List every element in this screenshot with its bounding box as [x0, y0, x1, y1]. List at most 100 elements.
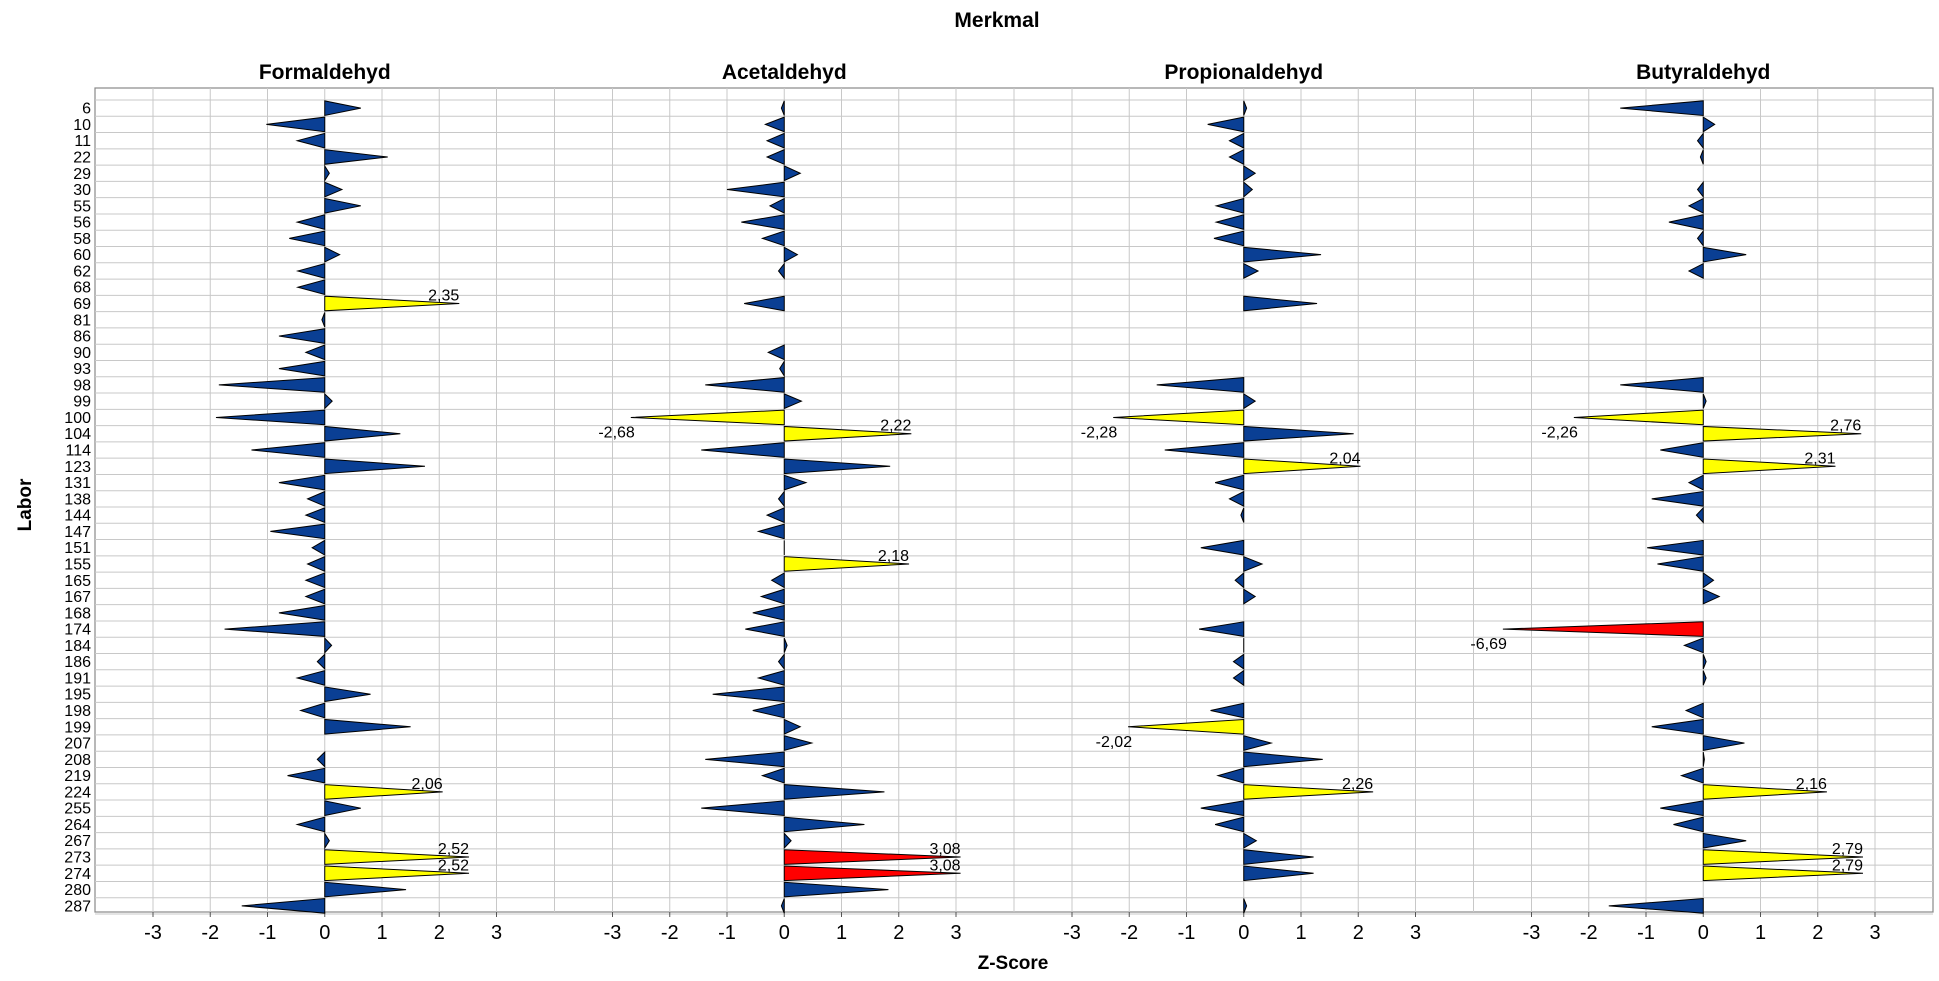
data-label: 2,18	[878, 548, 909, 565]
zscore-mark-formaldehyd-165	[304, 572, 326, 589]
zscore-mark-formaldehyd-267	[324, 831, 330, 850]
zscore-mark-butyraldehyd-98	[1620, 377, 1704, 393]
zscore-mark-acetaldehyd-195	[712, 686, 785, 703]
zscore-mark-formaldehyd-274	[324, 865, 470, 882]
zscore-mark-acetaldehyd-90	[767, 344, 785, 361]
y-tick-label-58: 58	[73, 231, 91, 248]
zscore-mark-butyraldehyd-144	[1695, 506, 1704, 524]
zscore-mark-butyraldehyd-22	[1699, 149, 1704, 165]
y-tick-label-62: 62	[73, 263, 91, 280]
data-label: 2,79	[1832, 841, 1863, 858]
zscore-mark-formaldehyd-29	[324, 164, 330, 183]
zscore-mark-butyraldehyd-199	[1651, 718, 1704, 735]
x-tick-label: 3	[950, 922, 961, 944]
data-label: 2,04	[1329, 450, 1360, 467]
zscore-mark-butyraldehyd-155	[1657, 556, 1704, 572]
zscore-mark-butyraldehyd-114	[1660, 442, 1704, 458]
zscore-mark-acetaldehyd-174	[745, 621, 785, 638]
y-tick-label-114: 114	[65, 443, 91, 460]
zscore-mark-formaldehyd-123	[324, 458, 425, 475]
y-tick-label-30: 30	[73, 182, 91, 199]
x-tick-label: 1	[836, 922, 847, 944]
zscore-mark-formaldehyd-144	[304, 507, 326, 524]
data-label: 2,79	[1832, 857, 1863, 874]
y-tick-label-264: 264	[64, 817, 91, 834]
zscore-mark-formaldehyd-58	[289, 230, 326, 247]
x-tick-label: -3	[1523, 922, 1541, 944]
zscore-mark-butyraldehyd-165	[1702, 571, 1715, 589]
y-tick-label-81: 81	[73, 312, 91, 329]
x-tick-label: 2	[434, 922, 445, 944]
data-label: 2,76	[1830, 418, 1861, 435]
y-tick-label-55: 55	[73, 198, 91, 215]
y-tick-label-147: 147	[64, 524, 91, 541]
zscore-mark-butyraldehyd-6	[1620, 100, 1704, 116]
zscore-mark-propionaldehyd-267	[1243, 832, 1258, 849]
zscore-mark-formaldehyd-22	[324, 149, 388, 165]
x-tick-label: 1	[376, 922, 387, 944]
zscore-mark-acetaldehyd-273	[783, 849, 961, 865]
zscore-mark-butyraldehyd-10	[1702, 116, 1716, 133]
zscore-mark-acetaldehyd-104	[783, 425, 912, 442]
zscore-mark-formaldehyd-199	[324, 718, 411, 735]
data-label: -2,28	[1081, 424, 1118, 441]
zscore-mark-acetaldehyd-138	[777, 490, 785, 508]
zscore-mark-butyraldehyd-287	[1608, 898, 1704, 914]
y-axis-label: Labor	[15, 478, 36, 531]
data-label: -2,26	[1541, 424, 1578, 441]
zscore-mark-butyraldehyd-208	[1702, 751, 1705, 767]
zscore-mark-formaldehyd-198	[298, 702, 326, 719]
zscore-mark-formaldehyd-168	[278, 604, 326, 621]
zscore-mark-acetaldehyd-267	[783, 832, 792, 850]
data-label: 2,35	[428, 288, 459, 305]
zscore-mark-formaldehyd-195	[324, 686, 371, 703]
zscore-mark-acetaldehyd-208	[705, 751, 785, 768]
y-tick-label-11: 11	[74, 133, 91, 150]
zscore-mark-acetaldehyd-224	[783, 784, 885, 800]
y-tick-label-69: 69	[73, 296, 91, 313]
zscore-mark-propionaldehyd-287	[1243, 898, 1248, 914]
zscore-mark-butyraldehyd-267	[1702, 832, 1747, 849]
zscore-mark-acetaldehyd-22	[765, 148, 785, 166]
zscore-mark-propionaldehyd-167	[1243, 588, 1257, 605]
zscore-mark-butyraldehyd-219	[1679, 767, 1704, 784]
zscore-mark-formaldehyd-93	[278, 360, 326, 377]
x-tick-label: -1	[259, 922, 277, 944]
zscore-mark-formaldehyd-6	[324, 100, 361, 117]
y-tick-label-207: 207	[64, 736, 91, 753]
zscore-mark-acetaldehyd-199	[783, 718, 802, 735]
y-tick-label-98: 98	[73, 377, 91, 394]
zscore-mark-formaldehyd-151	[311, 539, 326, 556]
zscore-mark-propionaldehyd-11	[1228, 132, 1245, 149]
panel-title-acetaldehyd: Acetaldehyd	[722, 61, 847, 84]
y-tick-label-191: 191	[64, 670, 91, 687]
plot-area: 6101122293055565860626869818690939899100…	[64, 61, 1934, 944]
zscore-mark-formaldehyd-287	[241, 898, 326, 914]
y-tick-label-56: 56	[73, 215, 91, 232]
data-label: 2,22	[880, 418, 911, 435]
zscore-mark-formaldehyd-99	[324, 392, 333, 410]
zscore-mark-butyraldehyd-56	[1668, 214, 1704, 231]
zscore-mark-propionaldehyd-131	[1215, 474, 1245, 491]
zscore-mark-formaldehyd-280	[324, 881, 407, 898]
zscore-mark-propionaldehyd-191	[1232, 669, 1245, 687]
zscore-mark-propionaldehyd-198	[1210, 702, 1245, 719]
zscore-mark-formaldehyd-100	[215, 409, 326, 426]
zscore-mark-formaldehyd-273	[324, 849, 470, 865]
zscore-mark-formaldehyd-60	[324, 246, 341, 263]
zscore-mark-butyraldehyd-273	[1702, 849, 1864, 865]
zscore-mark-acetaldehyd-62	[777, 262, 785, 280]
data-label: 2,16	[1796, 776, 1827, 793]
y-tick-label-6: 6	[82, 101, 91, 118]
zscore-mark-formaldehyd-81	[321, 312, 326, 328]
y-tick-label-274: 274	[64, 866, 91, 883]
x-tick-label: -2	[1580, 922, 1598, 944]
zscore-mark-butyraldehyd-123	[1702, 458, 1836, 475]
zscore-mark-propionaldehyd-58	[1213, 230, 1245, 247]
zscore-mark-acetaldehyd-280	[783, 881, 889, 898]
y-tick-label-60: 60	[73, 247, 91, 264]
y-tick-label-93: 93	[73, 361, 91, 378]
x-tick-label: -3	[144, 922, 162, 944]
y-tick-label-123: 123	[64, 459, 91, 476]
zscore-mark-propionaldehyd-69	[1243, 295, 1318, 312]
